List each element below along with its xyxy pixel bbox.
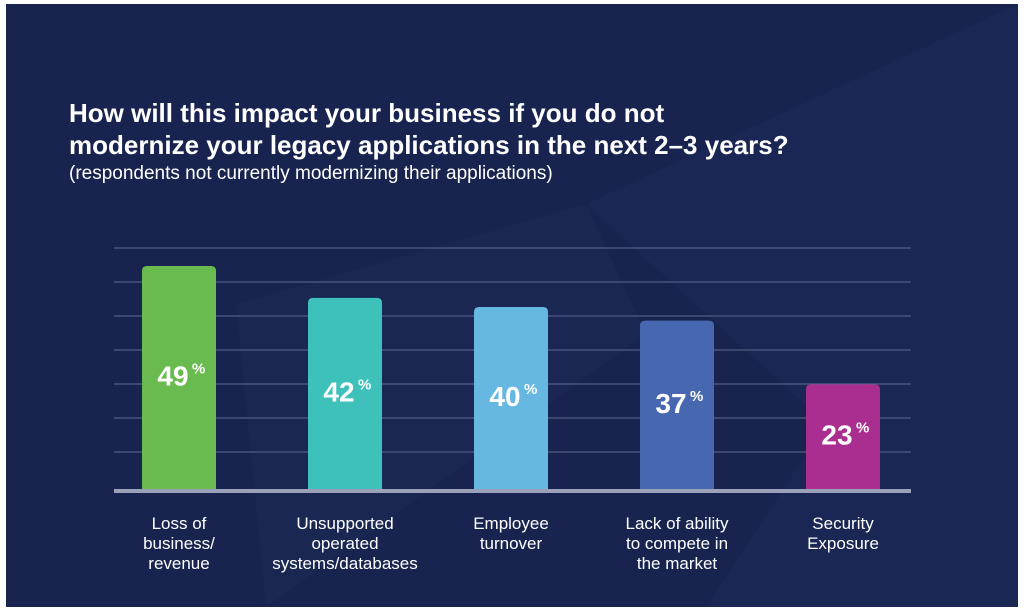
category-label-line: turnover	[479, 534, 543, 553]
category-label-line: Exposure	[807, 534, 879, 553]
bar-value-label: 49	[157, 361, 188, 392]
chart-title: How will this impact your business if yo…	[69, 97, 949, 161]
chart-title-line-2: modernize your legacy applications in th…	[69, 130, 789, 160]
category-label-line: the market	[636, 554, 718, 573]
category-label-line: Unsupported	[296, 514, 394, 533]
chart-subtitle: (respondents not currently modernizing t…	[69, 163, 553, 184]
category-label-line: operated	[311, 534, 379, 553]
bar-value-percent: %	[690, 388, 703, 405]
bar-value-label: 40	[489, 381, 520, 412]
category-label: Lack of ability to compete in the market	[592, 514, 762, 574]
category-label-line: revenue	[148, 554, 210, 573]
category-label: Loss of business/revenue	[94, 514, 264, 574]
category-label-line: Employee	[473, 514, 549, 533]
bar-value-label: 37	[655, 388, 686, 419]
bar	[806, 384, 880, 489]
bar	[308, 297, 382, 489]
category-label: Employee turnover	[426, 514, 596, 554]
category-label: Security Exposure	[758, 514, 928, 554]
category-label-line: to compete in	[625, 534, 729, 553]
category-label: Unsupported operated systems/databases	[260, 514, 430, 574]
x-axis-baseline	[114, 489, 911, 493]
bar-value-percent: %	[358, 376, 371, 393]
category-label-line: systems/databases	[272, 554, 418, 573]
bar-value-label: 23	[821, 420, 852, 451]
bar	[142, 266, 216, 489]
bar-chart: 49 %42% 40% 37 %23%	[114, 247, 911, 493]
category-label-line: Lack of ability	[625, 514, 729, 533]
category-label-line: business/	[143, 534, 215, 553]
bar	[640, 320, 714, 489]
chart-title-line-1: How will this impact your business if yo…	[69, 98, 665, 128]
chart-card: How will this impact your business if yo…	[6, 4, 1018, 607]
category-label-line: Loss of	[151, 514, 207, 533]
bar	[474, 307, 548, 489]
bar-value-percent: %	[524, 381, 537, 398]
bar-value-percent: %	[192, 361, 205, 378]
bar-value-percent: %	[856, 420, 869, 437]
category-label-line: Security	[812, 514, 874, 533]
bar-value-label: 42	[323, 376, 354, 407]
